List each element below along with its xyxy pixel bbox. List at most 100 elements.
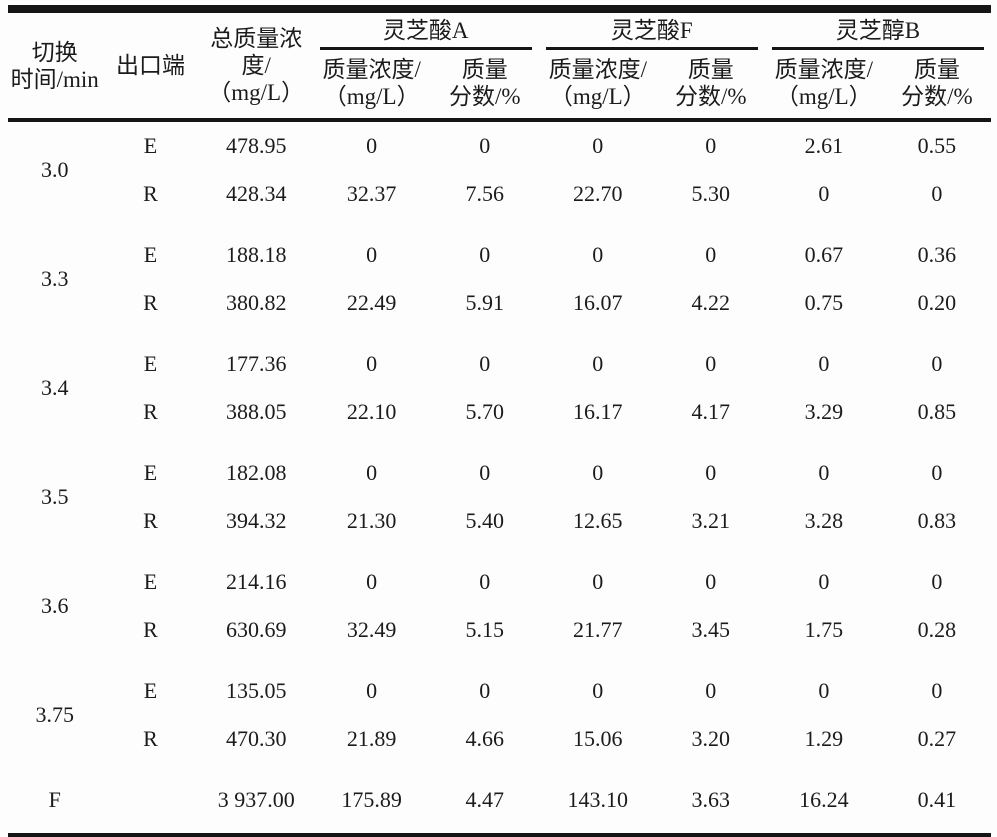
value-cell: 0.28	[917, 617, 957, 642]
outlet-cell: R	[143, 508, 158, 533]
subheader-acid-a-fraction: 质量 分数/%	[431, 50, 539, 120]
outlet-cell: E	[143, 569, 158, 594]
table-row: 3.6 E 214.16 0 0 0 0 0 0	[8, 558, 991, 618]
value-cell: 380.82	[225, 290, 287, 315]
value-cell: 4.17	[691, 399, 731, 424]
value-cell: 0	[479, 133, 491, 158]
value-cell: 175.89	[341, 787, 402, 812]
outlet-cell: R	[143, 726, 158, 751]
value-cell: 0.75	[804, 290, 844, 315]
outlet-cell: E	[143, 242, 158, 267]
value-cell: 3.20	[691, 726, 731, 751]
value-cell: 0	[705, 678, 717, 703]
switch-time-cell: 3.4	[40, 375, 69, 400]
value-cell: 1.75	[804, 617, 844, 642]
value-cell: 0.27	[917, 726, 957, 751]
value-cell: 5.30	[691, 181, 731, 206]
value-cell: 16.17	[573, 399, 623, 424]
switch-time-cell: 3.6	[40, 593, 69, 618]
table-row: 3.4 E 177.36 0 0 0 0 0 0	[8, 340, 991, 400]
group-label-acid-a: 灵芝酸A	[319, 17, 532, 50]
value-cell: 0	[931, 351, 943, 376]
value-cell: 3.63	[691, 787, 731, 812]
value-cell: 22.70	[573, 181, 623, 206]
table-row: R 380.82 22.49 5.91 16.07 4.22 0.75 0.20	[8, 279, 991, 327]
value-cell: 0	[479, 569, 491, 594]
value-cell: 0	[479, 678, 491, 703]
switch-time-cell: 3.5	[40, 484, 69, 509]
value-cell: 0	[818, 460, 830, 485]
header-switch-time-line2: 时间/min	[10, 66, 99, 92]
value-cell: 0	[366, 460, 378, 485]
value-cell: 21.30	[346, 508, 397, 533]
value-cell: 16.07	[573, 290, 623, 315]
value-cell: 1.29	[804, 726, 844, 751]
subheader-conc-line2: （mg/L）	[323, 84, 420, 109]
value-cell: 3.28	[804, 508, 844, 533]
value-cell: 0	[931, 678, 943, 703]
group-spacer-row	[8, 218, 991, 231]
group-spacer-cell	[8, 436, 991, 449]
table-row: R 428.34 32.37 7.56 22.70 5.30 0 0	[8, 170, 991, 218]
value-cell: 0	[479, 351, 491, 376]
header-row-groups: 切换 时间/min 出口端 总质量浓 度/ （mg/L） 灵芝酸A 灵芝酸F 灵…	[8, 9, 991, 105]
subheader-acid-a-concentration: 质量浓度/ （mg/L）	[313, 50, 431, 120]
value-cell: 0	[366, 242, 378, 267]
bottom-pad-row	[8, 824, 991, 837]
value-cell: 0.85	[917, 399, 957, 424]
value-cell: 2.61	[804, 133, 844, 158]
value-cell: 3 937.00	[217, 787, 295, 812]
value-cell: 0	[705, 460, 717, 485]
value-cell: 0	[592, 242, 604, 267]
group-spacer-row	[8, 545, 991, 558]
bottom-pad-cell	[8, 824, 991, 837]
value-cell: 0	[931, 569, 943, 594]
value-cell: 0	[705, 242, 717, 267]
value-cell: 3.29	[804, 399, 844, 424]
outlet-cell: R	[143, 181, 158, 206]
value-cell: 177.36	[225, 351, 287, 376]
value-cell: 0	[592, 678, 604, 703]
subheader-conc-line1: 质量浓度/	[774, 57, 874, 82]
switch-time-cell: F	[48, 787, 61, 812]
group-label-ganoderol-b: 灵芝醇B	[771, 17, 984, 50]
group-spacer-row	[8, 763, 991, 776]
header-row-subcolumns: 质量浓度/ （mg/L） 质量 分数/% 质量浓度/ （mg/L） 质量 分数/…	[8, 50, 991, 120]
header-total-line3: （mg/L）	[208, 80, 305, 105]
value-cell: 188.18	[225, 242, 287, 267]
value-cell: 0	[818, 678, 830, 703]
value-cell: 0.41	[917, 787, 957, 812]
value-cell: 7.56	[465, 181, 504, 206]
value-cell: 0	[931, 460, 943, 485]
value-cell: 0	[366, 678, 378, 703]
subheader-ganoderol-b-fraction: 质量 分数/%	[883, 50, 991, 120]
outlet-cell: R	[143, 617, 158, 642]
header-outlet: 出口端	[116, 53, 186, 78]
subheader-frac-line1: 质量	[461, 57, 508, 82]
value-cell: 3.21	[691, 508, 731, 533]
value-cell: 32.37	[346, 181, 397, 206]
outlet-cell: R	[143, 290, 158, 315]
group-spacer-row	[8, 327, 991, 340]
value-cell: 5.15	[465, 617, 504, 642]
table-row: R 388.05 22.10 5.70 16.17 4.17 3.29 0.85	[8, 388, 991, 436]
value-cell: 470.30	[225, 726, 287, 751]
value-cell: 4.66	[465, 726, 504, 751]
outlet-cell: E	[143, 460, 158, 485]
outlet-cell: R	[143, 399, 158, 424]
outlet-cell: E	[143, 133, 158, 158]
value-cell: 630.69	[225, 617, 287, 642]
value-cell: 0	[818, 181, 830, 206]
value-cell: 0	[931, 181, 943, 206]
group-spacer-row	[8, 654, 991, 667]
subheader-frac-line1: 质量	[913, 57, 960, 82]
table-row: F 3 937.00 175.89 4.47 143.10 3.63 16.24 0.41	[8, 776, 991, 824]
header-group-ganoderol-b: 灵芝醇B	[765, 9, 991, 50]
value-cell: 394.32	[225, 508, 287, 533]
outlet-cell: E	[143, 678, 158, 703]
value-cell: 21.77	[573, 617, 623, 642]
value-cell: 388.05	[225, 399, 287, 424]
value-cell: 0	[366, 569, 378, 594]
value-cell: 32.49	[346, 617, 397, 642]
